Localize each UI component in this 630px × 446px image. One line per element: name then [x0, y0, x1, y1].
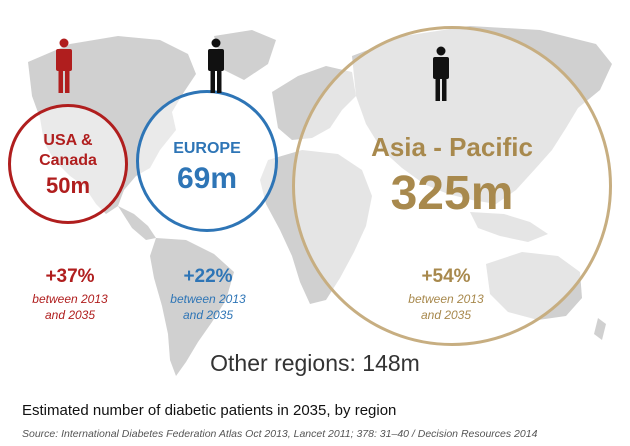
- europe-region-name: EUROPE: [173, 140, 241, 157]
- usa-circle: [8, 104, 128, 224]
- person-icon: [56, 38, 72, 93]
- other-regions-label: Other regions: 148m: [210, 350, 420, 376]
- new-zealand-shape: [594, 318, 606, 340]
- asia-period-line2: and 2035: [420, 308, 472, 322]
- asia-circle: [292, 26, 612, 346]
- south-america-shape: [150, 238, 234, 376]
- europe-period-line1: between 2013: [170, 292, 246, 306]
- europe-circle: [136, 90, 278, 232]
- source-note: Source: International Diabetes Federatio…: [22, 428, 538, 440]
- person-icon: [208, 38, 224, 93]
- usa-region-value: 50m: [45, 173, 91, 198]
- person-icon: [433, 46, 449, 101]
- europe-period-line2: and 2035: [182, 308, 234, 322]
- usa-period-line2: and 2035: [44, 308, 96, 322]
- asia-period-line1: between 2013: [408, 292, 484, 306]
- asia-region-name: Asia - Pacific: [371, 132, 533, 162]
- usa-period-line1: between 2013: [32, 292, 108, 306]
- usa-region-name-line1: USA &: [43, 132, 93, 149]
- europe-region-value: 69m: [176, 162, 238, 195]
- central-america-shape: [118, 206, 156, 240]
- asia-growth: +54%: [421, 266, 471, 287]
- caption: Estimated number of diabetic patients in…: [22, 402, 397, 419]
- greenland-shape: [214, 30, 276, 80]
- asia-region-value: 325m: [390, 167, 514, 220]
- usa-region-name-line2: Canada: [39, 152, 97, 169]
- usa-growth: +37%: [45, 266, 95, 287]
- europe-growth: +22%: [183, 266, 233, 287]
